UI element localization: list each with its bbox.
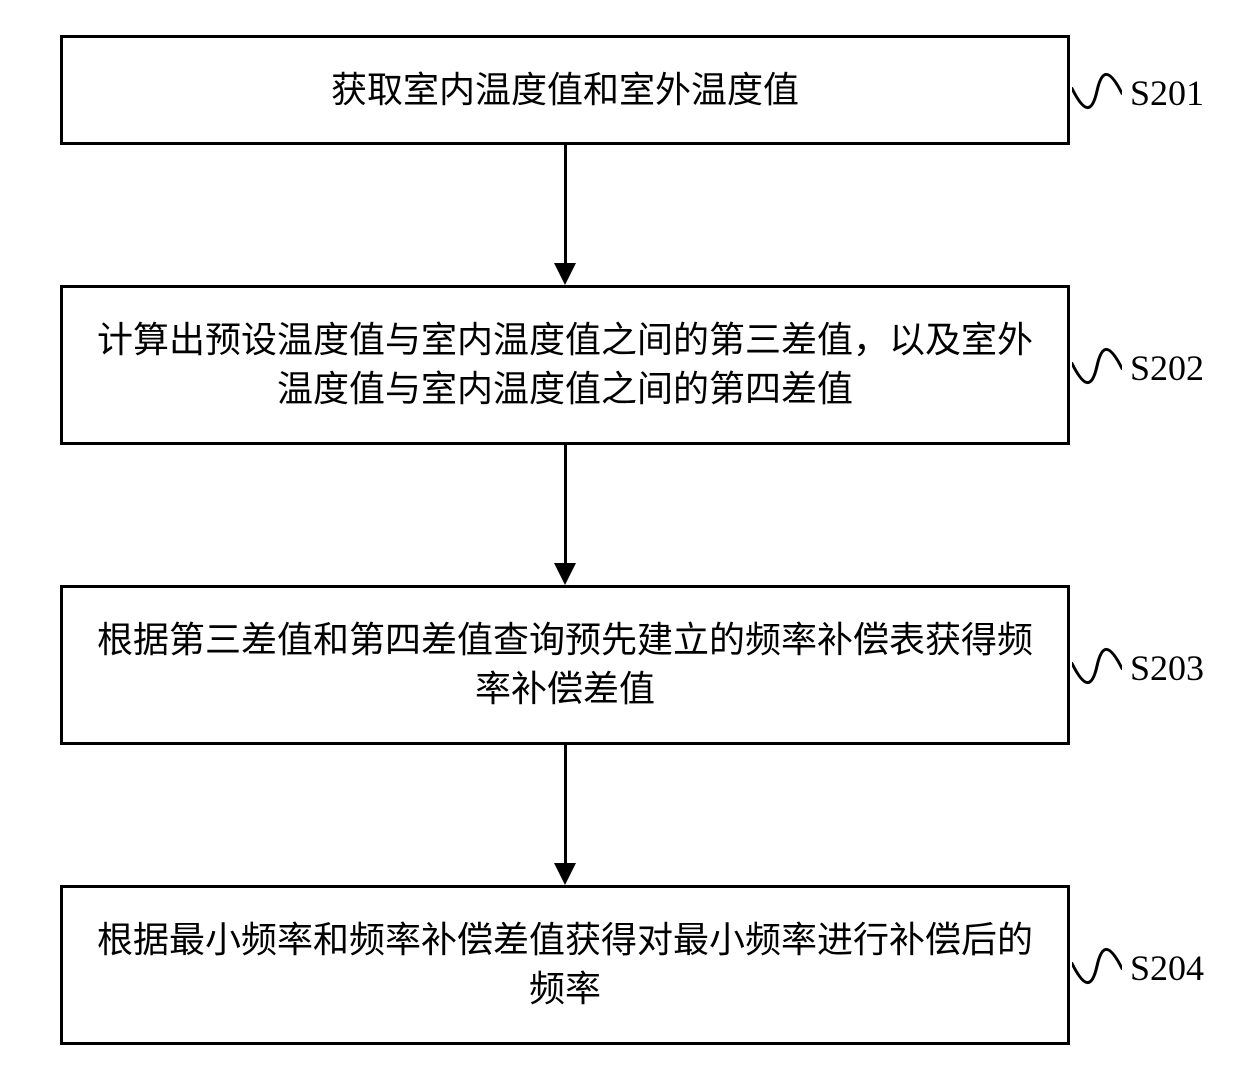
flowchart-node-s204: 根据最小频率和频率补偿差值获得对最小频率进行补偿后的频率 (60, 885, 1070, 1045)
step-label-s204: S204 (1130, 947, 1204, 989)
brace-connector (1072, 941, 1122, 991)
brace-connector (1072, 341, 1122, 391)
brace-connector (1072, 66, 1122, 116)
flowchart-arrow-head (554, 863, 576, 885)
flowchart-node-text: 计算出预设温度值与室内温度值之间的第三差值，以及室外温度值与室内温度值之间的第四… (83, 316, 1047, 413)
step-label-s203: S203 (1130, 647, 1204, 689)
flowchart-node-text: 根据第三差值和第四差值查询预先建立的频率补偿表获得频率补偿差值 (83, 616, 1047, 713)
flowchart-arrow-head (554, 263, 576, 285)
flowchart-arrow (564, 145, 567, 263)
step-label-s202: S202 (1130, 347, 1204, 389)
flowchart-node-s202: 计算出预设温度值与室内温度值之间的第三差值，以及室外温度值与室内温度值之间的第四… (60, 285, 1070, 445)
brace-connector (1072, 641, 1122, 691)
step-label-s201: S201 (1130, 72, 1204, 114)
flowchart-node-text: 根据最小频率和频率补偿差值获得对最小频率进行补偿后的频率 (83, 916, 1047, 1013)
flowchart-arrow (564, 445, 567, 563)
flowchart-arrow (564, 745, 567, 863)
flowchart-node-s201: 获取室内温度值和室外温度值 (60, 35, 1070, 145)
flowchart-canvas: 获取室内温度值和室外温度值 计算出预设温度值与室内温度值之间的第三差值，以及室外… (0, 0, 1240, 1065)
flowchart-node-text: 获取室内温度值和室外温度值 (331, 66, 799, 115)
flowchart-node-s203: 根据第三差值和第四差值查询预先建立的频率补偿表获得频率补偿差值 (60, 585, 1070, 745)
flowchart-arrow-head (554, 563, 576, 585)
